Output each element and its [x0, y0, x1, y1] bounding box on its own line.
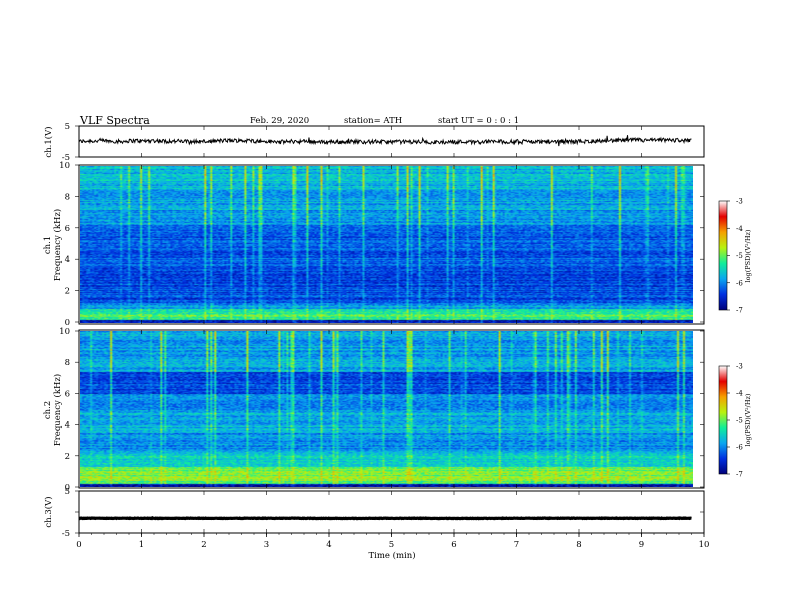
- ch1-colorbar-tick-label: -7: [736, 307, 743, 315]
- ch2-colorbar-tick-label: -5: [736, 417, 743, 425]
- ch1-colorbar-label: log(PSD)(V²/Hz): [744, 229, 752, 282]
- start-time-label: start UT = 0 : 0 : 1: [438, 116, 519, 126]
- ch2-spectrogram-channel-label: ch.2: [43, 401, 53, 419]
- ch1-colorbar-tick-label: -4: [736, 225, 743, 233]
- ch1-spectrogram-y-tick-label: 4: [65, 255, 70, 265]
- ch2-colorbar-tick-label: -3: [736, 363, 743, 371]
- ch1-spectrogram-image: [80, 166, 693, 323]
- x-tick-label: 5: [389, 540, 394, 550]
- ch1-colorbar-tick-label: -6: [736, 279, 743, 287]
- ch1-spectrogram-y-tick-label: 2: [65, 287, 70, 297]
- ch1-waveform-y-tick-label: -5: [62, 153, 70, 163]
- x-tick-label: 8: [576, 540, 581, 550]
- x-tick-label: 10: [699, 540, 710, 550]
- x-tick-label: 9: [639, 540, 644, 550]
- ch1-spectrogram-y-tick-label: 8: [65, 192, 70, 202]
- ch3-waveform-y-tick-label: -5: [62, 529, 70, 539]
- ch1-waveform-ylabel: ch.1(V): [43, 126, 54, 157]
- x-tick-label: 0: [76, 540, 81, 550]
- ch2-colorbar-label: log(PSD)(V²/Hz): [744, 393, 752, 446]
- ch1-waveform-y-tick-label: 5: [65, 122, 70, 132]
- date-label: Feb. 29, 2020: [250, 116, 309, 126]
- ch1-colorbar-tick-label: -3: [736, 198, 743, 206]
- ch1-spectrogram-y-tick-label: 10: [59, 161, 70, 171]
- ch1-waveform-trace: [78, 135, 692, 147]
- x-tick-label: 3: [264, 540, 269, 550]
- axis-ticks: -3-4-5-6-7-3-4-5-6-70 1 2 3 4 5 6 7 8 9 10-5502468…: [59, 122, 743, 550]
- x-tick-label: 2: [201, 540, 206, 550]
- ch1-spectrogram-channel-label: ch.1: [43, 236, 53, 254]
- x-tick-label: 1: [139, 540, 144, 550]
- x-tick-label: 4: [326, 540, 331, 550]
- ch1-spectrogram-y-tick-label: 6: [65, 224, 70, 234]
- station-label: station= ATH: [344, 116, 402, 126]
- ch2-spectrogram-image: [80, 331, 693, 487]
- ch1-spectrogram-ylabel: Frequency (kHz): [52, 209, 63, 281]
- ch2-spectrogram-y-tick-label: 4: [65, 421, 70, 431]
- ch1-colorbar-tick-label: -5: [736, 252, 743, 260]
- ch2-spectrogram-y-tick-label: 6: [65, 389, 70, 399]
- ch2-spectrogram-y-tick-label: 10: [59, 327, 70, 337]
- figure-title: VLF Spectra: [79, 114, 150, 127]
- ch2-spectrogram-y-tick-label: 2: [65, 452, 70, 462]
- ch2-spectrogram-y-tick-label: 0: [65, 483, 70, 493]
- x-tick-label: 6: [451, 540, 456, 550]
- x-tick-label: 7: [514, 540, 519, 550]
- ch3-waveform-frame: [78, 490, 705, 534]
- ch2-colorbar-tick-label: -6: [736, 444, 743, 452]
- ch1-colorbar: [718, 200, 728, 311]
- ch2-colorbar: [718, 365, 728, 475]
- ch2-colorbar-tick-label: -4: [736, 390, 743, 398]
- x-axis-label: Time (min): [368, 550, 415, 561]
- ch2-spectrogram-y-tick-label: 8: [65, 358, 70, 368]
- ch3-waveform-ylabel: ch.3(V): [43, 496, 54, 527]
- ch1-spectrogram-y-tick-label: 0: [65, 318, 70, 328]
- ch2-spectrogram-ylabel: Frequency (kHz): [52, 374, 63, 446]
- ch2-colorbar-tick-label: -7: [736, 471, 743, 479]
- ch3-waveform-trace: [78, 516, 692, 521]
- ch3-waveform-y-tick-label: 5: [65, 487, 70, 497]
